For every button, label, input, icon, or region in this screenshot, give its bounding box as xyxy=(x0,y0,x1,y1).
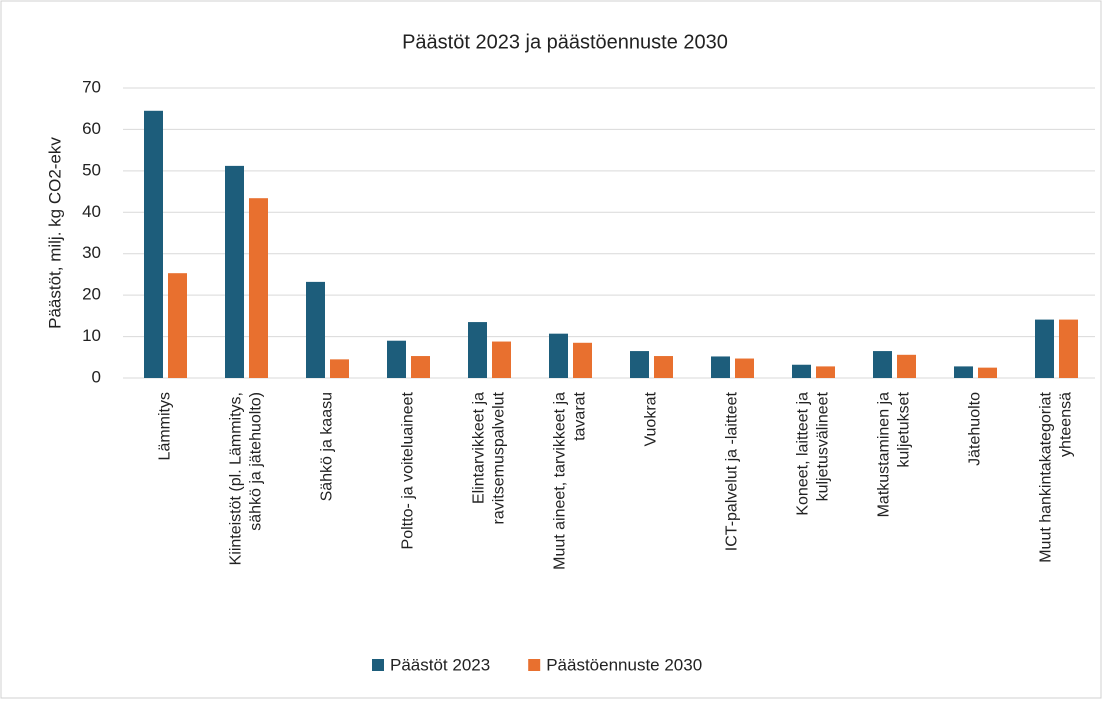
bar xyxy=(954,366,973,378)
x-tick-label: Lämmitys xyxy=(157,392,174,460)
y-axis-label: Päästöt, milj. kg CO2-ekv xyxy=(45,137,64,329)
x-tick-label: Kiinteistöt (pl. Lämmitys, sähkö ja jäteh… xyxy=(228,392,265,565)
bar xyxy=(168,273,187,378)
bar xyxy=(492,341,511,378)
legend-label: Päästöt 2023 xyxy=(390,655,490,674)
bar xyxy=(630,351,649,378)
chart-title: Päästöt 2023 ja päästöennuste 2030 xyxy=(402,31,728,53)
bar xyxy=(978,367,997,378)
bar xyxy=(144,110,163,379)
bar xyxy=(1035,319,1054,378)
bar xyxy=(792,364,811,378)
bar xyxy=(387,340,406,378)
y-tick-label: 40 xyxy=(82,202,101,221)
y-tick-label: 10 xyxy=(82,326,101,345)
bar xyxy=(897,354,916,378)
x-tick-label: Jätehuolto xyxy=(967,392,984,466)
x-tick-label: ICT-palvelut ja -laitteet xyxy=(724,391,741,551)
x-tick-label: Koneet, laitteet ja kuljetusvälineet xyxy=(795,391,832,515)
bar xyxy=(249,198,268,378)
y-tick-label: 20 xyxy=(82,285,101,304)
bar xyxy=(411,356,430,378)
bar xyxy=(735,358,754,378)
bar xyxy=(306,281,325,378)
bar xyxy=(225,165,244,378)
x-tick-label: Muut aineet, tarvikkeet ja tavarat xyxy=(552,391,589,569)
y-tick-label: 70 xyxy=(82,77,101,96)
bar xyxy=(330,359,349,378)
bar xyxy=(468,322,487,378)
bar xyxy=(711,356,730,378)
legend-label: Päästöennuste 2030 xyxy=(546,655,702,674)
bar xyxy=(549,333,568,378)
x-tick-label: Vuokrat xyxy=(643,391,660,446)
x-tick-label: Matkustaminen ja kuljetukset xyxy=(876,391,913,517)
y-tick-label: 30 xyxy=(82,243,101,262)
bar xyxy=(873,351,892,378)
legend-swatch xyxy=(372,659,384,671)
y-tick-label: 0 xyxy=(92,367,101,386)
bar xyxy=(573,342,592,378)
x-tick-label: Sähkö ja kaasu xyxy=(319,392,336,501)
x-tick-label: Elintarvikkeet ja ravitsemuspalvelut xyxy=(471,391,508,524)
x-tick-label: Poltto- ja voiteluaineet xyxy=(400,391,417,549)
bar xyxy=(816,366,835,378)
legend-swatch xyxy=(528,659,541,671)
x-tick-label: Muut hankintakategoriat yhteensä xyxy=(1038,391,1075,562)
bar xyxy=(1059,319,1078,378)
y-tick-label: 60 xyxy=(82,119,101,138)
y-tick-label: 50 xyxy=(82,160,101,179)
bar xyxy=(654,356,673,378)
